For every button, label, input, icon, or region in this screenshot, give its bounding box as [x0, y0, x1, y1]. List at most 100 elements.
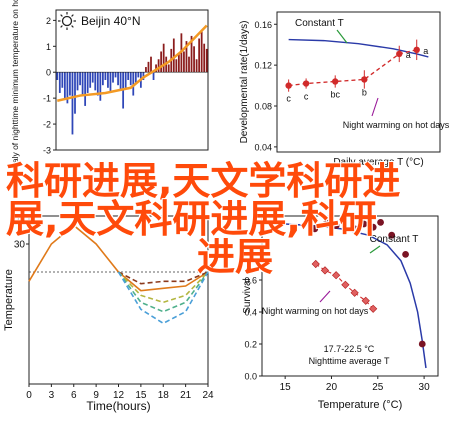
- panel-d-warming-point: [311, 259, 320, 269]
- panel-a-bar: [183, 51, 185, 73]
- panel-d-warming-point: [361, 296, 370, 305]
- panel-a-bar: [129, 72, 132, 86]
- panel-c-xtick-label: 18: [158, 390, 170, 401]
- panel-c-xtick-label: 3: [49, 390, 55, 401]
- panel-a-bar: [81, 72, 84, 96]
- panel-c-xtick-label: 15: [135, 390, 147, 401]
- sun-icon-ray: [60, 25, 63, 28]
- panel-a-bar: [71, 72, 74, 135]
- panel-a-ytick-label: 1: [46, 42, 51, 52]
- sun-icon: [58, 12, 76, 30]
- panel-d-constant-point: [360, 220, 368, 228]
- panel-a-ytick-label: -1: [43, 94, 51, 104]
- panel-b-warming-label: Night warming on hot days: [343, 120, 450, 130]
- panel-d-warming-point: [341, 280, 350, 289]
- panel-a-bar: [74, 72, 76, 114]
- panel-a-ytick-label: 2: [46, 16, 51, 26]
- panel-a-bar: [147, 61, 150, 73]
- panel-a-bar: [94, 72, 97, 91]
- panel-a-ytick-label: -3: [43, 146, 51, 156]
- panel-a-bar: [69, 72, 71, 96]
- panel-d-constant-point: [388, 231, 396, 239]
- panel-a-bar: [205, 48, 208, 73]
- panel-c-xtick-label: 21: [180, 390, 192, 401]
- panel-a-bar: [157, 59, 160, 73]
- panel-d-xtick-label: 20: [326, 382, 338, 393]
- panel-d-arrow-warming: [319, 290, 331, 303]
- panel-b-arrow-constant: [336, 29, 348, 44]
- panel-a-chart: 2 1 0 -1 -2 -3 Beijin 40°N Anomaly of nighttime…: [10, 0, 209, 185]
- panel-a-bar: [114, 72, 117, 78]
- panel-b-point: [396, 50, 403, 58]
- panel-a-bar: [58, 72, 61, 93]
- panel-a-bar: [127, 72, 130, 80]
- panel-a-bar: [145, 67, 147, 73]
- panel-b-ytick-label: 0.04: [254, 142, 272, 152]
- panel-d-warming-point: [320, 266, 330, 275]
- panel-a-bar: [63, 72, 66, 99]
- panel-d-xlabel: Temperature (°C): [318, 399, 402, 411]
- panel-b-point-label: b: [362, 87, 367, 97]
- panel-a-bar: [107, 72, 109, 88]
- panel-a-bar: [175, 59, 178, 73]
- panel-d-xtick-label: 15: [280, 382, 292, 393]
- panel-a-bar: [96, 72, 99, 96]
- panel-a-bar: [99, 72, 102, 101]
- panel-a-bar: [160, 51, 163, 73]
- panel-d-frame: [261, 215, 439, 377]
- panel-d-constant-point: [351, 225, 359, 233]
- panel-a-bar: [193, 46, 195, 73]
- panel-b-point: [332, 78, 339, 85]
- panel-a-bar: [89, 72, 92, 88]
- panel-a-bar: [200, 30, 203, 73]
- panel-a-bar: [86, 72, 89, 93]
- panel-b-arrow-warming: [371, 97, 379, 117]
- sun-icon-disc: [61, 15, 73, 27]
- panel-d-xtick-label: 25: [372, 382, 384, 393]
- panel-d-warming-point: [369, 304, 378, 313]
- panel-c-series-line: [118, 271, 209, 285]
- panel-d-ytick-label: 0.4: [244, 308, 257, 318]
- panel-c-ylabel: Temperature: [3, 269, 15, 331]
- panel-b-point: [285, 82, 292, 89]
- panel-d-constant-point: [332, 222, 340, 230]
- panel-a-bar: [132, 72, 135, 96]
- panel-c-series-line: [117, 271, 209, 304]
- panel-b-point-label: bc: [330, 89, 340, 99]
- panel-a-ytick-label: 0: [46, 68, 51, 78]
- panel-b-constant-line: [288, 38, 429, 58]
- panel-a-title: Beijin 40°N: [81, 14, 141, 28]
- panel-d-constant-point: [304, 217, 312, 225]
- panel-a-ylabel: Anomaly of nighttime minimum temperature…: [10, 0, 20, 185]
- sun-icon-ray: [71, 25, 74, 28]
- panel-a-trend-line: [56, 24, 208, 102]
- panel-a-bar: [198, 38, 201, 73]
- panel-b-point-label: c: [286, 94, 291, 104]
- panel-c-chart: 0 3 6 9 12 15 18 21 24 35 30 Temperature Time(hours): [3, 215, 214, 413]
- panel-a-bar: [188, 56, 190, 73]
- panel-a-bar: [112, 72, 114, 83]
- panel-d-constant-point: [323, 219, 331, 226]
- panel-a-bar: [84, 72, 87, 106]
- panel-d-ylabel: Survival: [242, 278, 253, 314]
- panel-d-curve: [285, 223, 427, 369]
- panel-d-constant-point: [402, 251, 409, 258]
- panel-d-ytick-label: 0.6: [244, 276, 257, 286]
- panel-a-bar: [203, 43, 206, 73]
- panel-d-warming-point: [350, 288, 359, 297]
- panel-c-xtick-label: 12: [113, 390, 125, 401]
- panel-d-constant-point: [369, 223, 377, 231]
- panel-d-constant-point: [377, 219, 384, 226]
- panel-d-constant-point: [311, 225, 319, 233]
- panel-b-point: [413, 46, 420, 54]
- panel-b-xlabel: Daily average T (°C): [333, 157, 423, 168]
- panel-b-ytick-label: 0.12: [254, 61, 272, 71]
- panel-a-bar: [101, 72, 104, 86]
- panel-d-constant-point: [418, 340, 426, 348]
- panel-d-constant-point: [339, 217, 346, 225]
- panel-a-bar: [104, 72, 107, 80]
- panel-b-ytick-label: 0.08: [254, 102, 272, 112]
- panel-a-bar: [195, 59, 198, 73]
- panel-d-warming-label: Night warming on hot days: [262, 306, 369, 316]
